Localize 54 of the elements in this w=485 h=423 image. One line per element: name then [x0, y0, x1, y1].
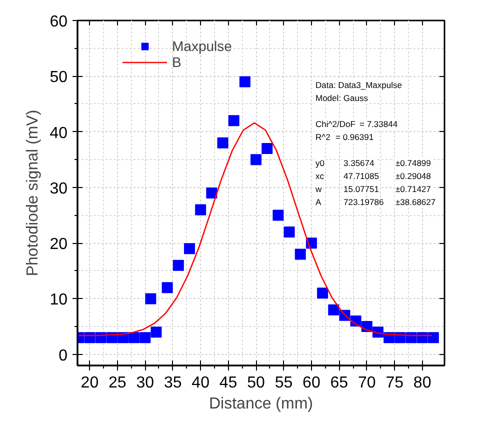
- annotation: Model: Gauss: [316, 93, 368, 103]
- point: [145, 293, 156, 304]
- text: w 15.07751 ±0.71427: [316, 184, 431, 194]
- point: [128, 332, 140, 344]
- point: [284, 226, 295, 238]
- x-tick-label: 45: [219, 374, 238, 392]
- x-tick-label: 25: [108, 374, 126, 392]
- point: [272, 210, 284, 221]
- text: y0 3.35674 ±0.74899: [316, 158, 431, 168]
- x-axis-title: Distance (mm): [208, 396, 314, 412]
- annotation: R^2 = 0.96391: [316, 132, 374, 142]
- point: [317, 288, 328, 299]
- point: [150, 326, 162, 338]
- x-tick-label: 40: [192, 374, 210, 392]
- point: [195, 204, 206, 216]
- x-tick-label: 80: [413, 374, 432, 392]
- point: [162, 282, 173, 294]
- legend-label: Maxpulse: [172, 38, 232, 54]
- annotation: Data: Data3_Maxpulse: [316, 80, 402, 90]
- x-tick-label: 55: [274, 374, 293, 392]
- x-tick-label: 20: [80, 374, 99, 392]
- y-tick-label: 10: [50, 292, 68, 309]
- point: [84, 332, 96, 344]
- point: [184, 243, 195, 254]
- point: [294, 248, 306, 260]
- y-tick-label: 0: [58, 347, 68, 364]
- x-tick-label: 70: [358, 374, 376, 392]
- point: [140, 332, 151, 344]
- y-tick-label: 60: [50, 14, 68, 30]
- x-tick-label: 50: [247, 374, 266, 392]
- y-axis-title: Photodiode signal (mV): [24, 110, 42, 276]
- x-tick-label: 30: [136, 374, 154, 392]
- point: [262, 142, 273, 154]
- point: [228, 115, 240, 126]
- legend-label: B: [172, 54, 182, 70]
- point: [250, 154, 262, 166]
- point: [206, 188, 218, 198]
- point: [328, 304, 340, 316]
- y-tick-label: 40: [50, 124, 68, 142]
- y-tick-label: 20: [50, 236, 68, 254]
- point: [239, 76, 250, 88]
- y-tick-label: 50: [50, 69, 68, 86]
- point: [416, 332, 428, 344]
- x-tick-label: 75: [386, 374, 404, 392]
- point: [428, 332, 439, 344]
- text: xc 47.71085 ±0.29048: [316, 171, 431, 181]
- point: [217, 137, 228, 148]
- x-tick-label: 35: [164, 374, 182, 392]
- annotation: Chi^2/DoF = 7.33844: [316, 119, 398, 129]
- x-tick-label: 60: [302, 374, 320, 392]
- text: A 723.19786 ±38.68627: [316, 197, 436, 207]
- y-tick-label: 30: [50, 180, 68, 198]
- point: [172, 260, 184, 271]
- x-tick-label: 65: [330, 374, 348, 392]
